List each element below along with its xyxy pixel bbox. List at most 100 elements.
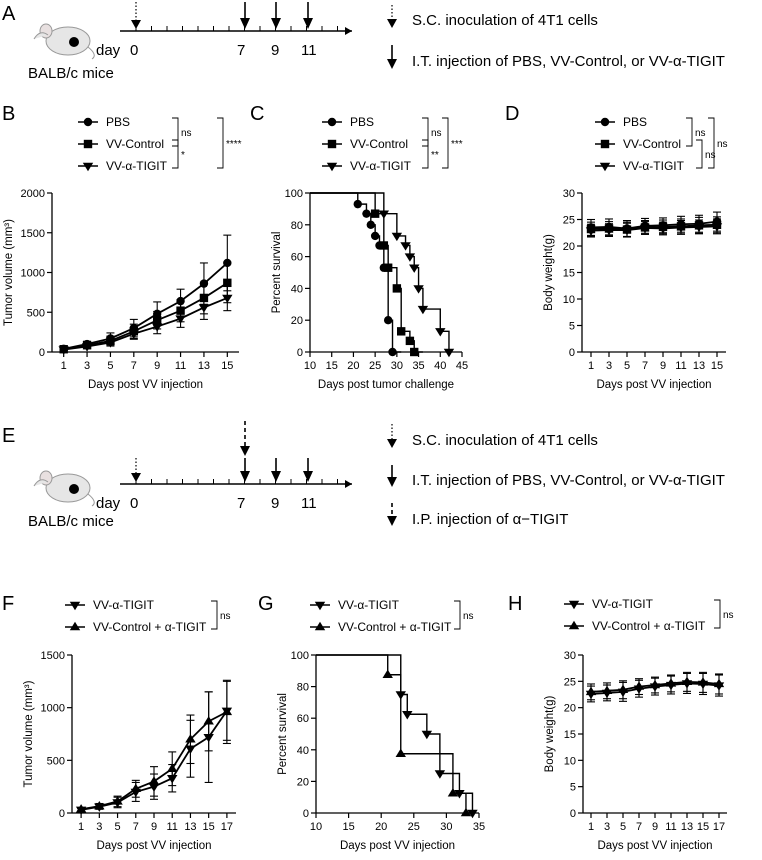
x-tick-label: 11 [675,360,686,372]
x-tick-label: 9 [652,821,658,833]
x-tick-label: 15 [697,821,709,833]
data-point [585,686,597,696]
legend-label: VV-α-TIGIT [93,598,155,612]
day-0-a: 0 [130,42,138,59]
series-VV-α-TIGIT [585,218,723,238]
legend-label: VV-α-TIGIT [592,597,654,611]
x-tick-label: 15 [711,360,723,372]
panel-letter-e: E [2,425,15,447]
x-tick-label: 3 [96,821,102,833]
y-tick-label: 100 [285,188,303,200]
x-tick-label: 30 [440,821,452,833]
x-axis-label: Days post VV injection [96,840,211,852]
data-point [585,227,597,236]
mouse-icon [33,23,95,60]
data-point [665,678,677,687]
data-point [639,224,651,234]
data-point [693,223,705,233]
significance-label: ** [431,150,439,161]
data-point [603,226,615,236]
data-point [391,232,403,242]
significance-bracket [686,117,693,147]
legend-marker [83,117,93,127]
series-PBS [310,192,402,357]
data-point [713,678,725,688]
significance-bracket [454,600,461,630]
data-point [392,284,402,293]
data-point [460,807,472,817]
y-tick-label: 0 [297,347,303,359]
x-tick-label: 13 [198,360,210,372]
x-tick-label: 13 [184,821,196,833]
significance-label: *** [451,139,463,150]
panel-letter-g: G [258,593,274,615]
legend-marker [327,139,337,149]
x-tick-label: 13 [693,360,705,372]
series-VV-Control + α-TIGIT [585,671,725,701]
significance-bracket [708,117,715,169]
y-tick-label: 15 [563,268,575,280]
x-tick-label: 35 [412,360,424,372]
data-point [203,716,214,725]
legend-label: VV-Control + α-TIGIT [93,620,207,634]
data-point [400,242,411,251]
data-point [167,763,178,772]
data-point [447,788,459,797]
data-point [657,225,669,234]
survival-line [316,654,473,814]
data-point [435,328,446,337]
legend-marker [327,117,337,127]
x-tick-label: 40 [434,360,446,372]
x-tick-label: 10 [304,360,316,372]
x-tick-label: 7 [131,360,137,372]
y-tick-label: 30 [563,188,575,200]
data-point [128,330,140,339]
y-tick-label: 1500 [21,228,45,240]
significance-label: ns [220,611,231,622]
series-line [63,282,228,351]
series-VV-α-TIGIT [58,284,233,355]
day-0-e: 0 [130,495,138,512]
legend-label: VV-Control + α-TIGIT [338,620,452,634]
x-tick-label: 15 [203,821,215,833]
data-point [223,278,232,288]
data-point [413,285,424,294]
legend-label: VV-α-TIGIT [338,598,400,612]
mouse-label-a: BALB/c mice [28,65,114,82]
day-11-a: 11 [301,42,317,59]
day-prefix-a: day [96,42,121,59]
series-VV-Control + α-TIGIT [75,679,233,813]
y-tick-label: 80 [297,682,309,694]
x-tick-label: 11 [175,360,186,372]
legend-text-ip-e: I.P. injection of α−TIGIT [412,511,568,528]
legend-marker [314,621,326,631]
day-9-e: 9 [271,495,279,512]
significance-label: ns [181,128,192,139]
panel-letter-f: F [2,593,14,615]
series-VV-Control [310,192,423,357]
y-tick-label: 30 [564,650,576,662]
data-point [75,804,87,813]
data-point [633,681,645,690]
y-tick-label: 0 [570,808,576,820]
y-tick-label: 25 [563,215,575,227]
y-tick-label: 20 [563,241,575,253]
y-axis-label: Percent survival [277,693,289,775]
legend-marker [599,162,611,172]
significance-bracket [217,117,224,169]
legend: VV-α-TIGIT VV-Control + α-TIGIT ns [65,598,231,634]
x-axis-label: Days post VV injection [88,379,203,391]
survival-line [310,192,450,352]
legend-marker [600,117,610,127]
y-axis-label: Body weight(g) [544,695,556,772]
legend-marker [69,621,81,631]
y-tick-label: 1500 [41,650,65,662]
data-point [711,223,723,232]
data-point [421,730,433,740]
significance-bracket [696,139,703,169]
legend-label: PBS [623,115,647,129]
data-point [649,679,661,689]
y-tick-label: 10 [564,755,576,767]
